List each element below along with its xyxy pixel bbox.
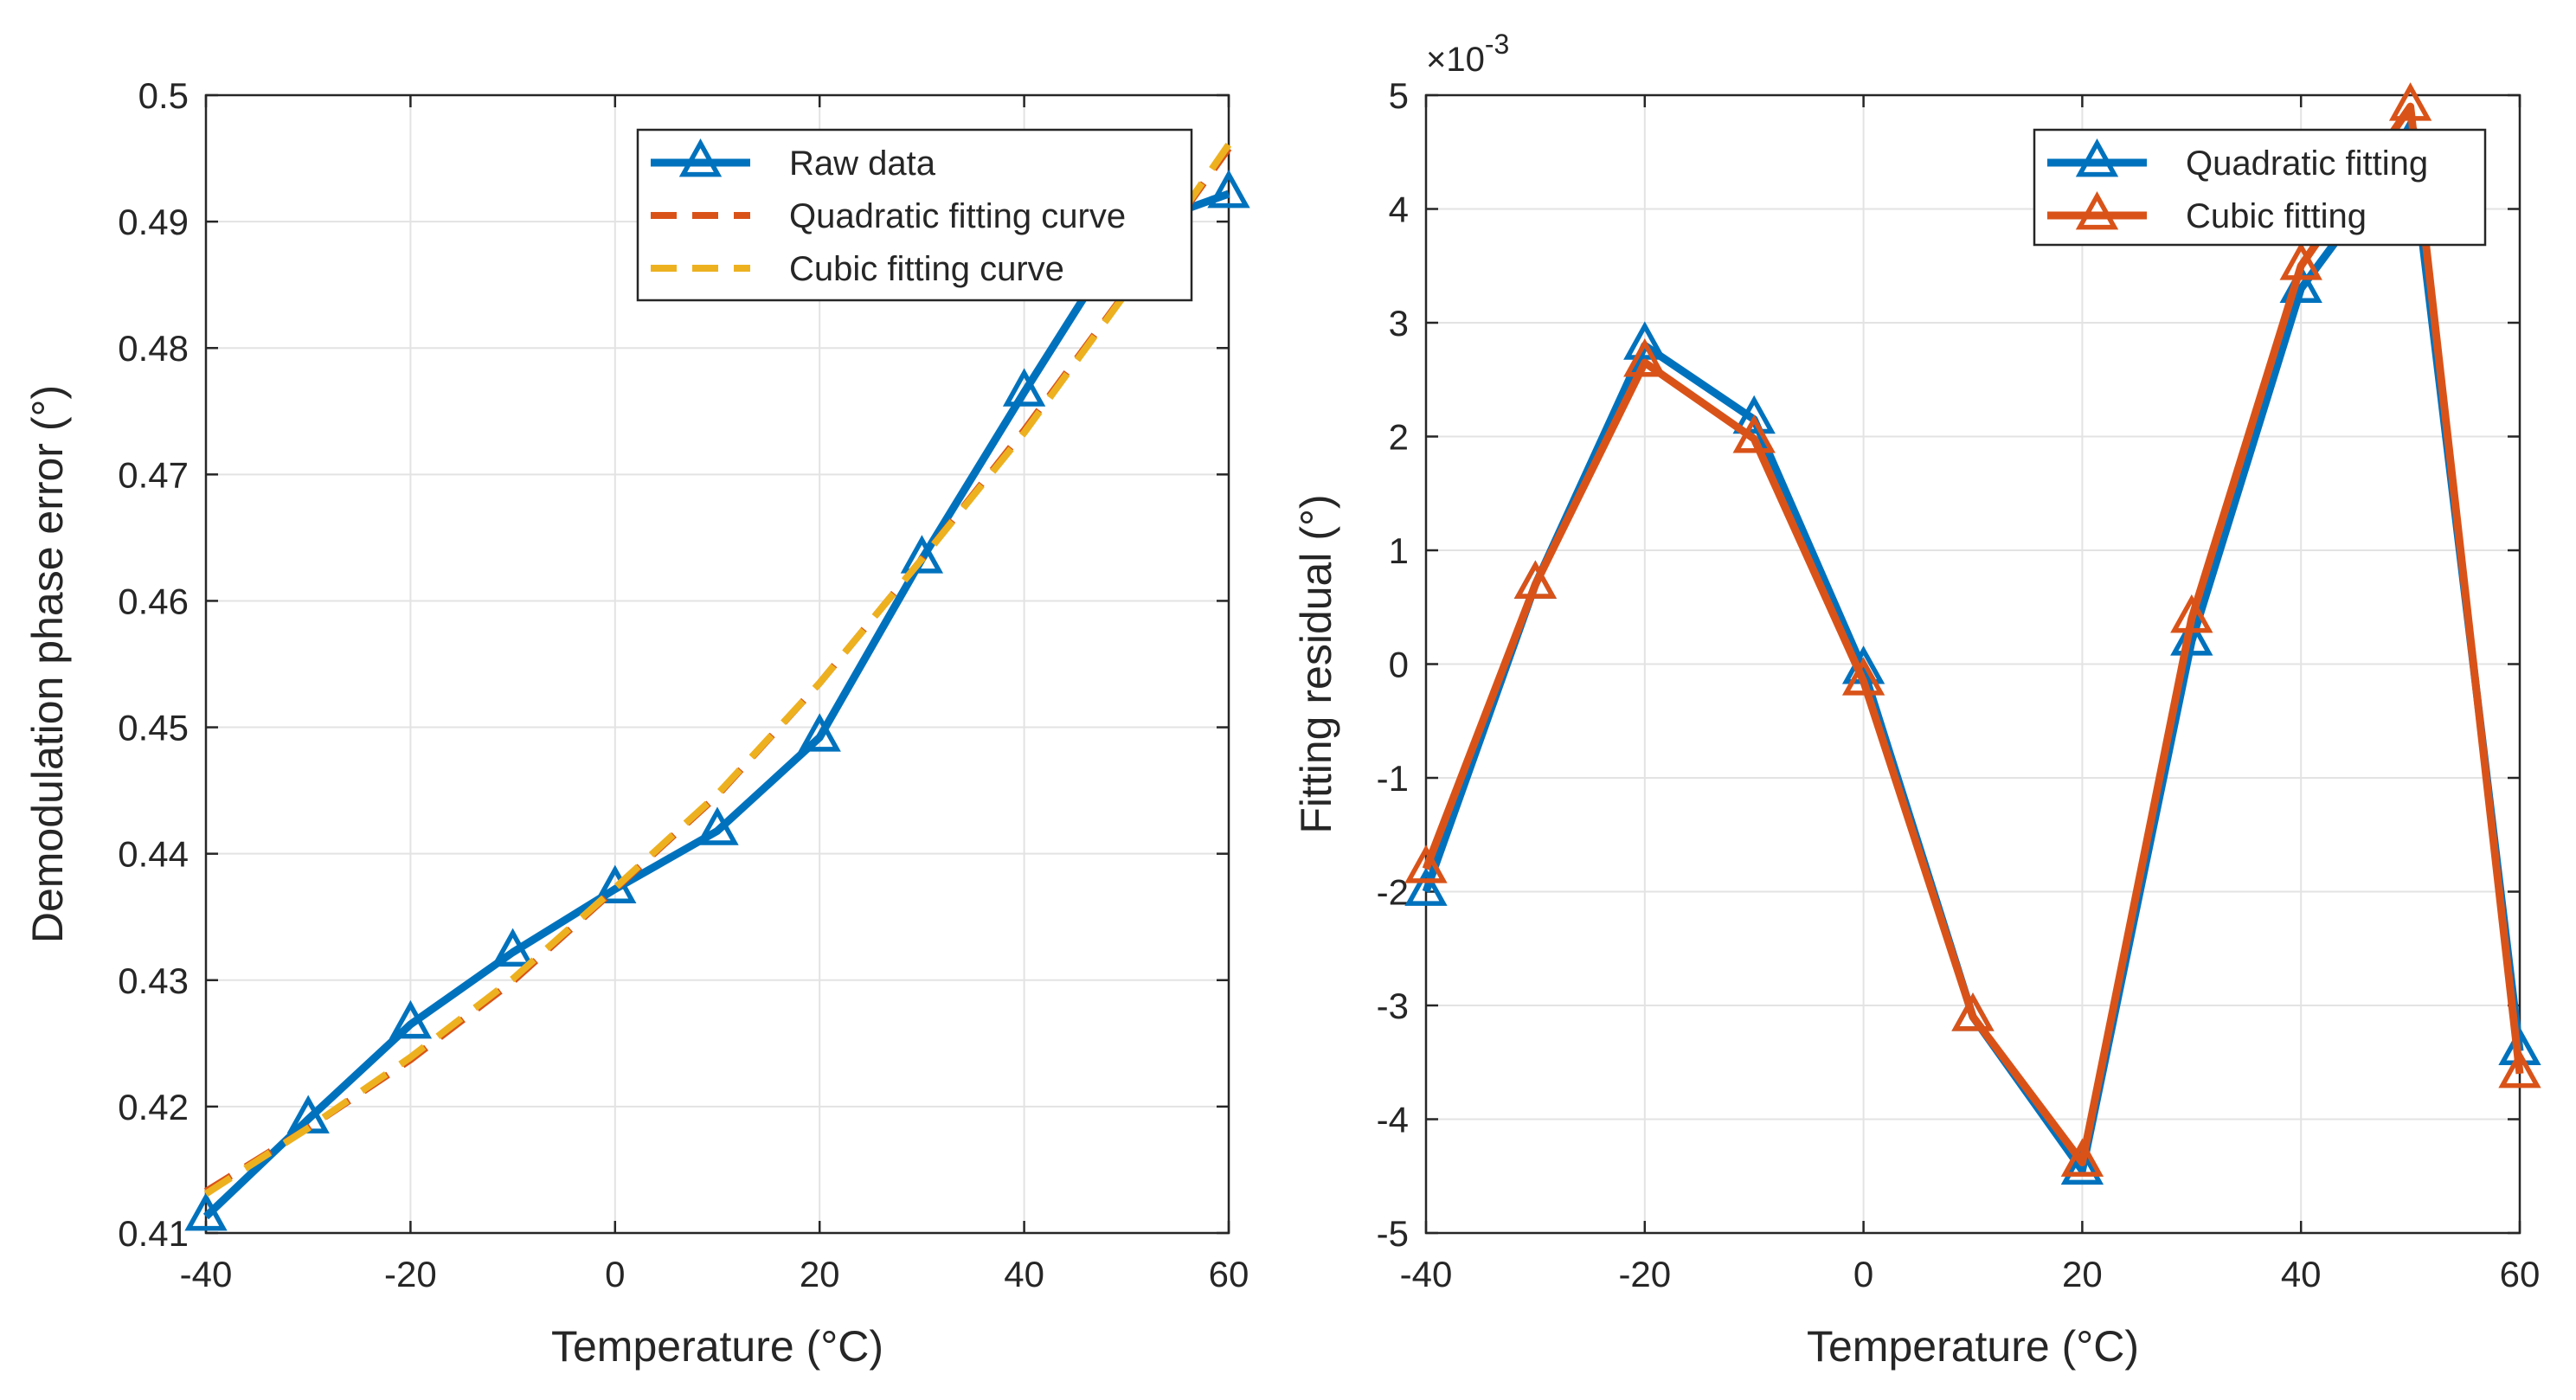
x-tick-label: 20 <box>800 1254 840 1294</box>
legend-marker-1 <box>2075 138 2119 177</box>
y-tick-label: 5 <box>1389 75 1409 116</box>
series-1-point <box>1207 169 1250 209</box>
y-tick-label: 1 <box>1389 530 1409 571</box>
series-2-point <box>1513 560 1558 599</box>
x-tick-label: -20 <box>1618 1254 1671 1294</box>
x-axis-label: Temperature (°C) <box>1807 1322 2139 1371</box>
legend-label-1: Raw data <box>789 144 936 183</box>
series-1-point <box>389 999 433 1039</box>
legend-label-3: Cubic fitting curve <box>789 250 1064 288</box>
x-tick-label: 60 <box>1209 1254 1249 1294</box>
series-1-point <box>2170 617 2213 656</box>
series-2-point <box>2279 241 2322 280</box>
series-1-point <box>184 1192 228 1231</box>
y-tick-label: 0.46 <box>118 581 189 621</box>
series-2-point <box>1841 657 1885 696</box>
series-2-point <box>1951 992 1995 1031</box>
y-tick-label: 0.49 <box>118 202 189 242</box>
series-1-point <box>798 713 841 752</box>
y-tick-label: 0.47 <box>118 454 189 495</box>
series-1-point <box>696 806 739 845</box>
series-2-point <box>2170 594 2213 633</box>
y-tick-label: 0.42 <box>118 1087 189 1127</box>
x-tick-label: 0 <box>605 1254 625 1294</box>
series-1-point <box>1002 368 1046 407</box>
y-tick-label: -2 <box>1377 872 1409 913</box>
y-tick-label: 0.41 <box>118 1213 189 1254</box>
chart-1: -40 -20 0 20 40 60 0.41 0.42 0.43 0.44 0.45 0.46 0.4… <box>23 75 1250 1371</box>
y-tick-label: -1 <box>1377 758 1409 799</box>
y-tick-label: 3 <box>1389 303 1409 344</box>
legend-label-1: Quadratic fitting <box>2186 144 2428 183</box>
series-2-point <box>1404 844 1448 883</box>
series-line-3 <box>203 142 1232 1198</box>
x-tick-label: -20 <box>384 1254 437 1294</box>
x-tick-label: 40 <box>2281 1254 2322 1294</box>
y-tick-label: 0.48 <box>118 328 189 369</box>
y-tick-label: 0.5 <box>138 75 189 116</box>
x-tick-label: -40 <box>1400 1254 1453 1294</box>
legend-marker-2 <box>2075 191 2119 230</box>
series-1-point <box>1404 867 1448 906</box>
y-tick-label: 0.45 <box>118 708 189 748</box>
legend-marker-1 <box>678 138 723 177</box>
x-tick-label: 40 <box>1004 1254 1044 1294</box>
y-exponent-base: ×10 <box>1426 41 1485 79</box>
y-axis-label: Fitting residual (°) <box>1292 494 1340 833</box>
y-tick-label: 0.44 <box>118 834 189 875</box>
y-exponent-label: ×10-3 <box>1426 29 1509 79</box>
series-1-point <box>1732 395 1776 434</box>
axes-box <box>204 93 1230 1235</box>
legend-box <box>636 128 1193 302</box>
y-tick-label: 0 <box>1389 645 1409 685</box>
series-1-point <box>1623 321 1667 360</box>
legend-label-2: Quadratic fitting curve <box>789 197 1126 235</box>
legend: Quadratic fitting Cubic fitting <box>2033 128 2487 247</box>
y-tick-label: -4 <box>1377 1100 1409 1140</box>
x-tick-label: 20 <box>2062 1254 2103 1294</box>
series-layer <box>184 142 1250 1231</box>
x-axis-label: Temperature (°C) <box>551 1322 883 1371</box>
series-1-point <box>2060 1146 2104 1185</box>
series-2-point <box>2388 82 2432 121</box>
y-exponent-power: -3 <box>1485 29 1509 60</box>
x-tick-label: 0 <box>1853 1254 1873 1294</box>
chart-2: -40 -20 0 20 40 60-5-4-3-2-1012345×10-3Temper… <box>1292 29 2541 1371</box>
legend: Raw data Quadratic fitting curve Cubic fit… <box>636 128 1193 302</box>
legend-label-2: Cubic fitting <box>2186 197 2367 235</box>
series-line-1 <box>202 189 1230 1220</box>
x-tick-label: 60 <box>2500 1254 2541 1294</box>
series-2-point <box>2498 1049 2541 1089</box>
y-tick-label: 2 <box>1389 417 1409 458</box>
series-1-point <box>491 928 535 967</box>
y-tick-label: 4 <box>1389 189 1409 230</box>
y-tick-label: -3 <box>1377 986 1409 1026</box>
y-axis-label: Demodulation phase error (°) <box>23 385 72 943</box>
series-2-point <box>1732 414 1776 453</box>
y-tick-label: -5 <box>1377 1213 1409 1254</box>
y-tick-label: 0.43 <box>118 960 189 1001</box>
x-tick-label: -40 <box>180 1254 233 1294</box>
series-1-point <box>900 535 944 574</box>
series-2-point <box>2060 1138 2104 1177</box>
series-2-point <box>1623 338 1667 377</box>
